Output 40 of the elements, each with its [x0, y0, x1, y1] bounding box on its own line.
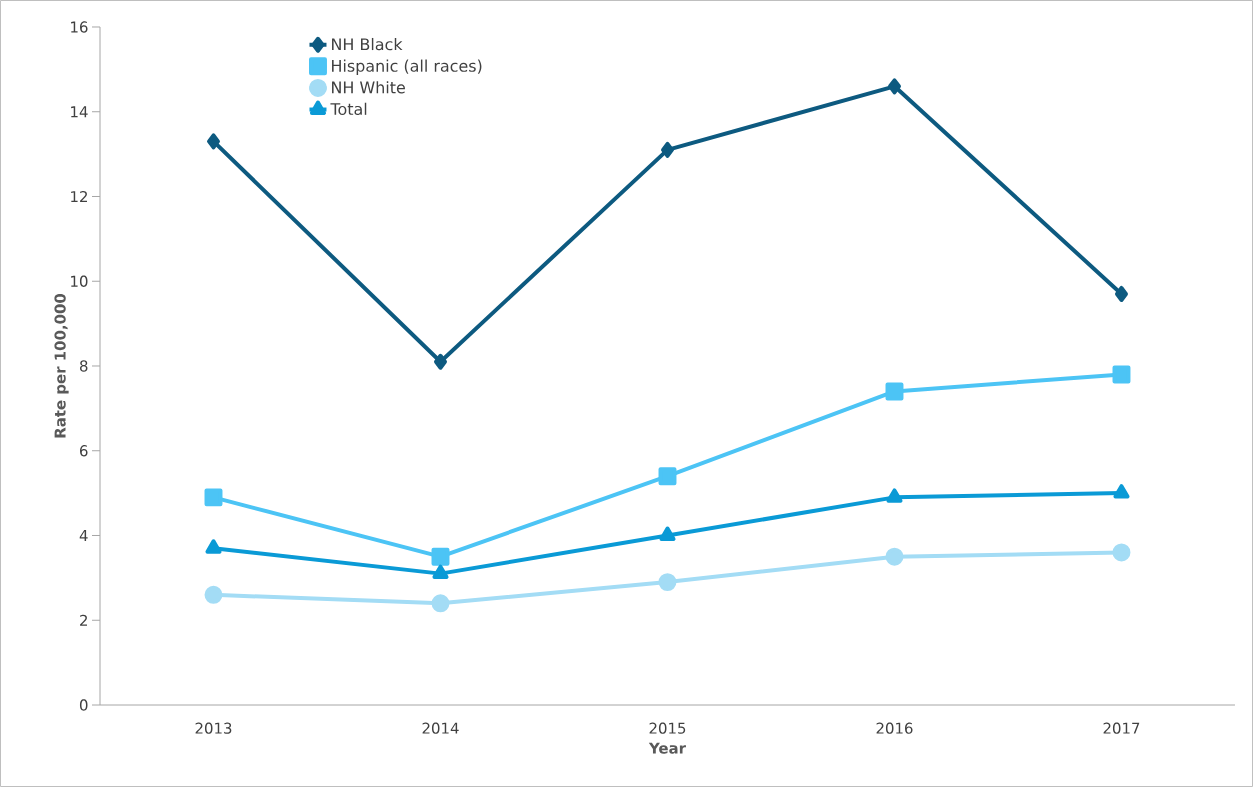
point — [432, 564, 449, 580]
x-tick-label: 2016 — [876, 722, 913, 734]
x-tick-label: 2017 — [1103, 722, 1140, 734]
point — [434, 353, 447, 370]
y-tick-label: 14 — [71, 106, 88, 118]
point — [659, 526, 676, 541]
point — [886, 488, 903, 503]
y-tick-label: 0 — [79, 699, 88, 711]
y-tick-label: 6 — [80, 445, 88, 457]
point — [431, 594, 450, 613]
legend-label: Hispanic (all races) — [332, 59, 482, 75]
y-tick-label: 10 — [71, 275, 88, 287]
point — [204, 488, 223, 507]
y-tick-label: 12 — [71, 190, 87, 203]
point — [1112, 543, 1131, 562]
legend-label: NH White — [332, 81, 405, 94]
point — [888, 78, 901, 95]
x-tick-label: 2014 — [422, 722, 459, 734]
legend-label: NH Black — [332, 37, 403, 51]
point — [661, 141, 674, 158]
y-tick-label: 4 — [79, 530, 88, 541]
y-tick-label: 8 — [79, 360, 88, 372]
point — [658, 573, 677, 592]
x-axis-title: Year — [648, 742, 686, 754]
y-axis-title: Rate per 100,000 — [54, 293, 69, 438]
point — [207, 133, 220, 150]
point — [205, 539, 222, 554]
y-tick-label: 2 — [80, 614, 87, 626]
legend-label: Total — [330, 102, 367, 116]
point — [885, 382, 904, 401]
point — [1112, 365, 1131, 384]
x-tick-label: 2013 — [195, 722, 232, 734]
point — [658, 467, 677, 486]
point — [431, 547, 450, 566]
point — [1113, 484, 1130, 499]
point — [885, 547, 904, 566]
point — [1115, 285, 1128, 302]
point — [204, 585, 223, 604]
y-tick-label: 16 — [71, 21, 88, 33]
x-tick-label: 2015 — [649, 722, 686, 734]
